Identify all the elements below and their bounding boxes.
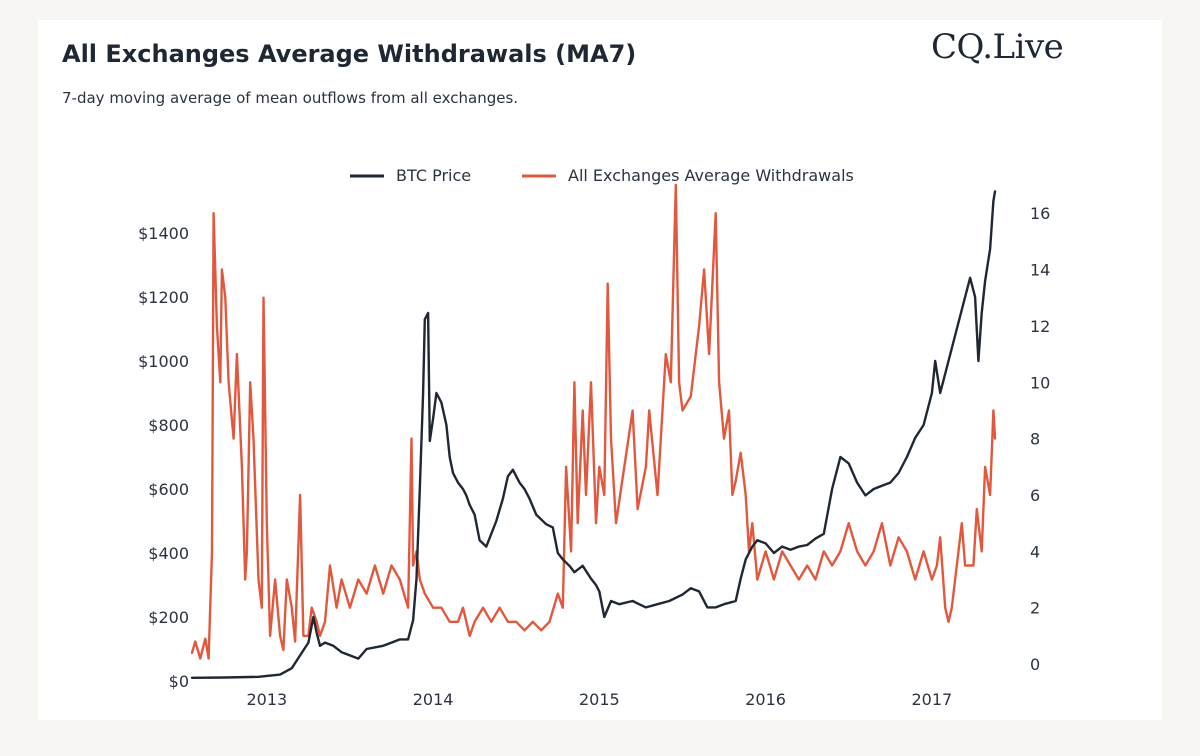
y-left-tick-label: $800 [148,416,189,435]
y-right-tick-label: 4 [1030,542,1040,561]
chart-subtitle: 7-day moving average of mean outflows fr… [62,89,519,107]
series-line-withdrawals [190,183,997,660]
y-right-tick-label: 6 [1030,486,1040,505]
y-left-tick-label: $600 [148,480,189,499]
x-tick-label: 2017 [912,690,953,709]
y-left-tick-label: $1200 [138,288,189,307]
cq-live-logo: CQ.Live [931,27,1064,67]
y-left-tick-label: $1000 [138,352,189,371]
y-right-tick-label: 2 [1030,599,1040,618]
x-tick-label: 2013 [246,690,287,709]
y-left-tick-label: $0 [169,672,189,691]
x-tick-label: 2015 [579,690,620,709]
y-left-tick-label: $1400 [138,224,189,243]
y-right-tick-label: 0 [1030,655,1040,674]
logo-text-left: CQ [931,27,983,67]
chart-title: All Exchanges Average Withdrawals (MA7) [62,40,637,68]
logo-dot: . [982,27,993,67]
chart-card [38,20,1162,720]
y-right-tick-label: 12 [1030,317,1050,336]
y-left-tick-label: $200 [148,608,189,627]
logo-text-right: Live [992,27,1064,67]
y-right-tick-label: 16 [1030,204,1050,223]
legend-label-btc-price: BTC Price [396,166,471,185]
series-line-btc-price [190,190,997,679]
y-right-tick-label: 8 [1030,430,1040,449]
y-right-tick-label: 14 [1030,261,1050,280]
x-tick-label: 2014 [413,690,454,709]
legend-label-withdrawals: All Exchanges Average Withdrawals [568,166,854,185]
x-tick-label: 2016 [745,690,786,709]
y-right-tick-label: 10 [1030,373,1050,392]
y-left-tick-label: $400 [148,544,189,563]
